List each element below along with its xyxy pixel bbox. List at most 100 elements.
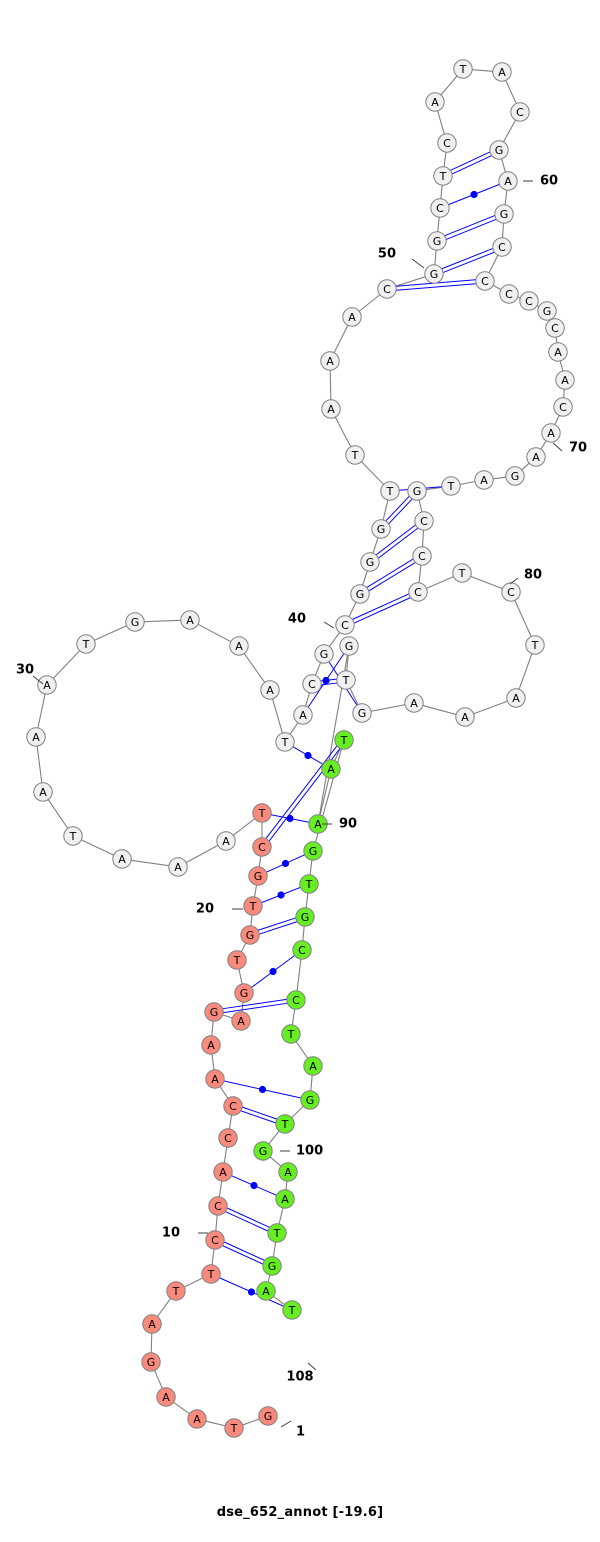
nucleotide-circle[interactable] bbox=[240, 925, 260, 945]
nucleotide-11-A[interactable]: A bbox=[213, 1162, 233, 1182]
nucleotide-circle[interactable] bbox=[156, 1387, 176, 1407]
nucleotide-49-A[interactable]: A bbox=[342, 307, 362, 327]
nucleotide-23-C[interactable]: C bbox=[252, 837, 272, 857]
nucleotide-92-T[interactable]: T bbox=[334, 730, 354, 750]
nucleotide-86-A[interactable]: A bbox=[404, 693, 424, 713]
nucleotide-38-A[interactable]: A bbox=[293, 705, 313, 725]
nucleotide-28-T[interactable]: T bbox=[63, 826, 83, 846]
nucleotide-circle[interactable] bbox=[168, 857, 188, 877]
nucleotide-43-G[interactable]: G bbox=[360, 552, 380, 572]
nucleotide-6-A[interactable]: A bbox=[142, 1314, 162, 1334]
nucleotide-circle[interactable] bbox=[499, 284, 519, 304]
nucleotide-circle[interactable] bbox=[498, 171, 518, 191]
nucleotide-circle[interactable] bbox=[275, 1189, 295, 1209]
nucleotide-circle[interactable] bbox=[339, 636, 359, 656]
nucleotide-108-T[interactable]: T bbox=[282, 1300, 302, 1320]
nucleotide-circle[interactable] bbox=[243, 896, 263, 916]
nucleotide-circle[interactable] bbox=[303, 1056, 323, 1076]
nucleotide-53-C[interactable]: C bbox=[430, 198, 450, 218]
nucleotide-40-G[interactable]: G bbox=[314, 644, 334, 664]
nucleotide-57-T[interactable]: T bbox=[453, 59, 473, 79]
nucleotide-circle[interactable] bbox=[205, 1069, 225, 1089]
nucleotide-circle[interactable] bbox=[213, 1162, 233, 1182]
nucleotide-50-C[interactable]: C bbox=[377, 279, 397, 299]
nucleotide-7-T[interactable]: T bbox=[166, 1281, 186, 1301]
nucleotide-circle[interactable] bbox=[519, 291, 539, 311]
nucleotide-circle[interactable] bbox=[292, 940, 312, 960]
nucleotide-circle[interactable] bbox=[474, 470, 494, 490]
nucleotide-circle[interactable] bbox=[26, 727, 46, 747]
nucleotide-95-G[interactable]: G bbox=[295, 907, 315, 927]
nucleotide-88-T[interactable]: T bbox=[336, 670, 356, 690]
nucleotide-circle[interactable] bbox=[553, 397, 573, 417]
nucleotide-73-A[interactable]: A bbox=[526, 447, 546, 467]
nucleotide-circle[interactable] bbox=[223, 1096, 243, 1116]
nucleotide-36-A[interactable]: A bbox=[260, 680, 280, 700]
nucleotide-circle[interactable] bbox=[267, 1223, 287, 1243]
nucleotide-22-G[interactable]: G bbox=[248, 866, 268, 886]
nucleotide-circle[interactable] bbox=[492, 237, 512, 257]
nucleotide-30-A[interactable]: A bbox=[26, 727, 46, 747]
nucleotide-107-A[interactable]: A bbox=[256, 1281, 276, 1301]
nucleotide-circle[interactable] bbox=[295, 907, 315, 927]
nucleotide-circle[interactable] bbox=[252, 837, 272, 857]
nucleotide-circle[interactable] bbox=[286, 990, 306, 1010]
nucleotide-circle[interactable] bbox=[510, 102, 530, 122]
nucleotide-circle[interactable] bbox=[425, 92, 445, 112]
nucleotide-circle[interactable] bbox=[334, 730, 354, 750]
nucleotide-circle[interactable] bbox=[262, 1256, 282, 1276]
nucleotide-circle[interactable] bbox=[350, 584, 370, 604]
nucleotide-64-C[interactable]: C bbox=[475, 271, 495, 291]
nucleotide-67-G[interactable]: G bbox=[537, 301, 557, 321]
nucleotide-54-T[interactable]: T bbox=[433, 166, 453, 186]
nucleotide-37-T[interactable]: T bbox=[275, 732, 295, 752]
nucleotide-24-T[interactable]: T bbox=[252, 803, 272, 823]
nucleotide-circle[interactable] bbox=[525, 635, 545, 655]
nucleotide-circle[interactable] bbox=[537, 301, 557, 321]
nucleotide-circle[interactable] bbox=[142, 1314, 162, 1334]
nucleotide-80-C[interactable]: C bbox=[408, 582, 428, 602]
nucleotide-circle[interactable] bbox=[475, 271, 495, 291]
nucleotide-circle[interactable] bbox=[201, 1264, 221, 1284]
nucleotide-circle[interactable] bbox=[208, 1196, 228, 1216]
nucleotide-31-A[interactable]: A bbox=[37, 675, 57, 695]
nucleotide-87-G[interactable]: G bbox=[352, 703, 372, 723]
nucleotide-58-A[interactable]: A bbox=[492, 62, 512, 82]
nucleotide-8-T[interactable]: T bbox=[201, 1264, 221, 1284]
nucleotide-circle[interactable] bbox=[377, 279, 397, 299]
nucleotide-circle[interactable] bbox=[455, 707, 475, 727]
nucleotide-18-G[interactable]: G bbox=[234, 983, 254, 1003]
nucleotide-29-A[interactable]: A bbox=[33, 782, 53, 802]
nucleotide-2-T[interactable]: T bbox=[224, 1418, 244, 1438]
nucleotide-9-C[interactable]: C bbox=[205, 1230, 225, 1250]
nucleotide-106-G[interactable]: G bbox=[262, 1256, 282, 1276]
nucleotide-circle[interactable] bbox=[252, 803, 272, 823]
nucleotide-65-C[interactable]: C bbox=[499, 284, 519, 304]
nucleotide-1-G[interactable]: G bbox=[258, 1406, 278, 1426]
nucleotide-circle[interactable] bbox=[335, 615, 355, 635]
nucleotide-circle[interactable] bbox=[441, 476, 461, 496]
nucleotide-circle[interactable] bbox=[278, 1162, 298, 1182]
nucleotide-circle[interactable] bbox=[293, 705, 313, 725]
nucleotide-99-A[interactable]: A bbox=[303, 1056, 323, 1076]
nucleotide-circle[interactable] bbox=[555, 370, 575, 390]
nucleotide-circle[interactable] bbox=[437, 133, 457, 153]
nucleotide-circle[interactable] bbox=[166, 1281, 186, 1301]
nucleotide-19-T[interactable]: T bbox=[227, 950, 247, 970]
nucleotide-15-A[interactable]: A bbox=[201, 1035, 221, 1055]
nucleotide-89-G[interactable]: G bbox=[339, 636, 359, 656]
nucleotide-circle[interactable] bbox=[452, 563, 472, 583]
nucleotide-circle[interactable] bbox=[380, 481, 400, 501]
nucleotide-91-A[interactable]: A bbox=[321, 759, 341, 779]
nucleotide-circle[interactable] bbox=[433, 166, 453, 186]
nucleotide-circle[interactable] bbox=[37, 675, 57, 695]
nucleotide-84-A[interactable]: A bbox=[506, 688, 526, 708]
nucleotide-35-A[interactable]: A bbox=[229, 636, 249, 656]
nucleotide-circle[interactable] bbox=[414, 511, 434, 531]
nucleotide-13-C[interactable]: C bbox=[223, 1096, 243, 1116]
nucleotide-4-A[interactable]: A bbox=[156, 1387, 176, 1407]
nucleotide-circle[interactable] bbox=[141, 1352, 161, 1372]
nucleotide-42-G[interactable]: G bbox=[350, 584, 370, 604]
nucleotide-circle[interactable] bbox=[404, 693, 424, 713]
nucleotide-circle[interactable] bbox=[281, 1024, 301, 1044]
